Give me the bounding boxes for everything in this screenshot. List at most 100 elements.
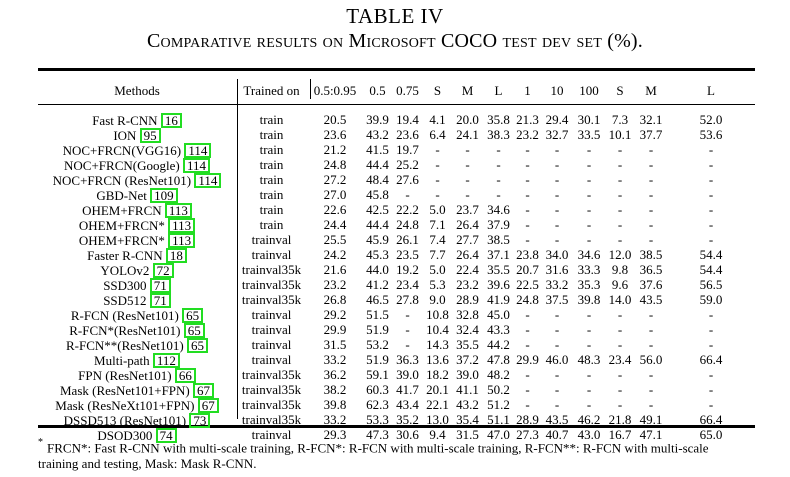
citation-link[interactable]: 67 xyxy=(197,398,219,413)
citation-link[interactable]: 114 xyxy=(182,158,210,173)
trained-on-cell: train xyxy=(259,172,284,188)
metric-cell: 33.3 xyxy=(577,262,601,278)
metric-cell: - xyxy=(465,142,470,158)
method-name: NOC+FRCN(Google) xyxy=(64,158,180,173)
metric-cell: 27.2 xyxy=(323,172,347,188)
citation-link[interactable]: 65 xyxy=(182,308,204,323)
citation-link[interactable]: 65 xyxy=(186,338,208,353)
metric-cell: - xyxy=(617,322,623,338)
metric-cell: - xyxy=(525,337,530,353)
metric-cell: - xyxy=(648,187,654,203)
citation-link[interactable]: 72 xyxy=(152,263,174,278)
table-number: TABLE IV xyxy=(346,4,444,28)
metric-cell: 23.2 xyxy=(516,127,539,143)
metric-cell: 41.7 xyxy=(396,382,419,398)
metric-cell: 34.0 xyxy=(545,247,569,263)
metric-cell: 46.2 xyxy=(577,412,601,428)
citation-link[interactable]: 113 xyxy=(168,233,196,248)
citation-link[interactable]: 65 xyxy=(183,323,205,338)
citation-link[interactable]: 66 xyxy=(174,368,196,383)
citation-link[interactable]: 113 xyxy=(164,203,192,218)
method-name: DSSD513 (ResNet101) xyxy=(63,413,187,428)
metric-cell: - xyxy=(648,367,654,383)
citation-link[interactable]: 113 xyxy=(168,218,196,233)
metric-cell: 44.4 xyxy=(366,157,389,173)
metric-cell: - xyxy=(586,382,592,398)
metric-cell: - xyxy=(554,142,560,158)
results-table: Methods Trained on 0.5:0.95 0.5 0.75 S M L 1 10 10… xyxy=(38,79,755,443)
method-name: DSOD300 xyxy=(97,428,153,443)
table-row: OHEM+FRCN* 113 trainval 25.5 45.9 26.1 7.4 27.… xyxy=(38,233,755,248)
metric-cell: 27.3 xyxy=(516,427,539,443)
citation-link[interactable]: 16 xyxy=(160,113,182,128)
metric-cell: 48.2 xyxy=(487,367,510,383)
metric-cell: - xyxy=(708,367,714,383)
method-cell: Faster R-CNN 18 xyxy=(38,248,236,263)
method-name: SSD300 xyxy=(103,278,147,293)
trained-on-cell: trainval35k xyxy=(241,292,302,308)
metric-cell: - xyxy=(708,382,714,398)
method-name: OHEM+FRCN* xyxy=(78,233,165,248)
citation-link[interactable]: 67 xyxy=(193,383,214,398)
metric-cell: 35.5 xyxy=(487,262,510,278)
metric-cell: 23.4 xyxy=(396,277,419,293)
citation-link[interactable]: 71 xyxy=(149,293,171,308)
metric-cell: - xyxy=(586,232,592,248)
metric-cell: 21.8 xyxy=(608,412,632,428)
trained-on-cell: trainval xyxy=(251,247,292,263)
metric-cell: 14.3 xyxy=(426,337,449,353)
metric-cell: 46.5 xyxy=(366,292,389,308)
table-row: DSOD300 74 trainval 29.3 47.3 30.6 9.4 31.5 47.… xyxy=(38,428,755,443)
trained-on-cell: train xyxy=(259,127,284,143)
citation-link[interactable]: 71 xyxy=(149,278,171,293)
metric-cell: - xyxy=(405,322,410,338)
citation-link[interactable]: 95 xyxy=(139,128,161,143)
metric-cell: 9.0 xyxy=(429,292,446,308)
metric-cell: - xyxy=(708,187,714,203)
metric-cell: 24.1 xyxy=(456,127,479,143)
metric-cell: - xyxy=(617,202,623,218)
metric-cell: - xyxy=(554,367,560,383)
metric-cell: 22.6 xyxy=(323,202,347,218)
metric-cell: - xyxy=(708,397,714,413)
citation-link[interactable]: 112 xyxy=(152,353,180,368)
metric-cell: 37.2 xyxy=(456,352,479,368)
metric-cell: 35.2 xyxy=(396,412,419,428)
method-name: R-FCN (ResNet101) xyxy=(70,308,179,323)
metric-cell: 31.5 xyxy=(323,337,347,353)
metric-cell: 51.9 xyxy=(366,322,389,338)
metric-cell: - xyxy=(496,142,501,158)
metric-cell: 52.0 xyxy=(699,112,723,128)
citation-link[interactable]: 74 xyxy=(155,428,177,443)
metric-cell: 26.1 xyxy=(396,232,419,248)
metric-cell: 26.4 xyxy=(456,247,479,263)
metric-cell: 36.5 xyxy=(639,262,663,278)
method-name: GBD-Net xyxy=(96,188,147,203)
table-row: OHEM+FRCN* 113 train 24.4 44.4 24.8 7.1 26.4 37… xyxy=(38,218,755,233)
citation-link[interactable]: 114 xyxy=(184,143,212,158)
method-cell: SSD512 71 xyxy=(38,293,236,308)
method-cell: NOC+FRCN (ResNet101) 114 xyxy=(38,173,236,188)
citation-link[interactable]: 114 xyxy=(194,173,222,188)
metric-cell: - xyxy=(708,232,714,248)
metric-cell: 38.5 xyxy=(487,232,510,248)
metric-cell: - xyxy=(586,307,592,323)
footnote: * FRCN*: Fast R-CNN with multi-scale trai… xyxy=(38,437,750,472)
column-header: M xyxy=(461,82,474,98)
method-name: SSD512 xyxy=(103,293,147,308)
method-name: R-FCN*(ResNet101) xyxy=(69,323,181,338)
metric-cell: 40.7 xyxy=(545,427,569,443)
citation-link[interactable]: 73 xyxy=(189,413,211,428)
trained-on-cell: train xyxy=(259,202,284,218)
citation-link[interactable]: 18 xyxy=(165,248,187,263)
metric-cell: 18.2 xyxy=(426,367,449,383)
metric-cell: 36.3 xyxy=(396,352,419,368)
citation-link[interactable]: 109 xyxy=(150,188,178,203)
metric-cell: 37.5 xyxy=(545,292,569,308)
method-cell: FPN (ResNet101) 66 xyxy=(38,368,236,383)
method-name: FPN (ResNet101) xyxy=(78,368,172,383)
column-header: S xyxy=(616,82,624,98)
metric-cell: - xyxy=(465,157,470,173)
metric-cell: 46.0 xyxy=(545,352,569,368)
metric-cell: 23.6 xyxy=(396,127,419,143)
